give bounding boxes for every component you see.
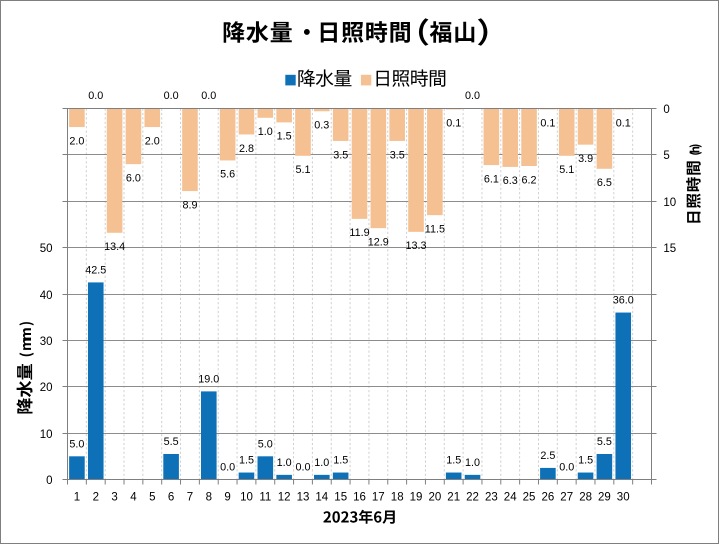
- svg-text:20: 20: [429, 492, 442, 504]
- svg-text:0.1: 0.1: [540, 118, 555, 130]
- svg-text:1.5: 1.5: [578, 455, 593, 467]
- svg-text:0.3: 0.3: [314, 120, 329, 132]
- svg-text:3: 3: [111, 492, 117, 504]
- svg-text:11.9: 11.9: [349, 227, 369, 239]
- svg-text:9: 9: [224, 492, 230, 504]
- svg-text:5.1: 5.1: [559, 164, 574, 176]
- svg-text:23: 23: [485, 492, 498, 504]
- svg-text:4: 4: [130, 492, 137, 504]
- svg-text:10: 10: [663, 197, 676, 209]
- svg-text:3.9: 3.9: [578, 153, 593, 165]
- svg-text:1.5: 1.5: [333, 455, 348, 467]
- svg-text:20: 20: [40, 382, 53, 394]
- svg-text:5: 5: [663, 150, 669, 162]
- svg-text:5.5: 5.5: [597, 436, 612, 448]
- svg-text:0.0: 0.0: [88, 90, 103, 102]
- svg-text:17: 17: [372, 492, 385, 504]
- svg-text:50: 50: [40, 243, 53, 255]
- svg-text:13.3: 13.3: [405, 240, 426, 252]
- svg-text:6.1: 6.1: [484, 173, 499, 185]
- svg-text:2.0: 2.0: [145, 135, 160, 147]
- svg-text:8.9: 8.9: [182, 199, 197, 211]
- svg-text:1.5: 1.5: [446, 455, 461, 467]
- svg-text:0.0: 0.0: [465, 90, 480, 102]
- svg-text:2.0: 2.0: [69, 135, 84, 147]
- svg-text:10: 10: [240, 492, 253, 504]
- svg-text:11: 11: [259, 492, 271, 504]
- svg-text:1.5: 1.5: [277, 131, 292, 143]
- svg-text:1: 1: [74, 492, 80, 504]
- svg-text:19: 19: [410, 492, 423, 504]
- svg-text:18: 18: [391, 492, 404, 504]
- svg-text:16: 16: [353, 492, 366, 504]
- svg-text:6.0: 6.0: [126, 173, 141, 185]
- svg-text:2: 2: [93, 492, 99, 504]
- svg-text:10: 10: [40, 429, 53, 441]
- svg-text:3.5: 3.5: [333, 149, 348, 161]
- svg-text:1.0: 1.0: [277, 457, 292, 469]
- svg-text:5.0: 5.0: [69, 438, 84, 450]
- svg-text:1.0: 1.0: [258, 126, 273, 138]
- svg-text:0.0: 0.0: [164, 90, 179, 102]
- svg-text:3.5: 3.5: [390, 149, 405, 161]
- svg-text:6.5: 6.5: [597, 177, 612, 189]
- svg-text:1.0: 1.0: [465, 457, 480, 469]
- svg-text:22: 22: [466, 492, 479, 504]
- svg-text:28: 28: [579, 492, 592, 504]
- svg-text:2.8: 2.8: [239, 143, 254, 155]
- svg-text:5: 5: [149, 492, 155, 504]
- svg-text:0.0: 0.0: [559, 462, 574, 474]
- svg-text:13.4: 13.4: [104, 241, 125, 253]
- svg-text:42.5: 42.5: [85, 264, 106, 276]
- svg-text:8: 8: [206, 492, 212, 504]
- svg-text:11.5: 11.5: [425, 224, 445, 236]
- svg-text:1.5: 1.5: [239, 455, 254, 467]
- svg-text:0.0: 0.0: [295, 462, 310, 474]
- svg-text:0: 0: [46, 475, 52, 487]
- svg-text:12: 12: [278, 492, 291, 504]
- svg-text:21: 21: [447, 492, 460, 504]
- svg-text:0.0: 0.0: [201, 90, 216, 102]
- svg-text:15: 15: [663, 243, 676, 255]
- svg-text:6: 6: [168, 492, 174, 504]
- svg-text:7: 7: [187, 492, 193, 504]
- svg-text:0.1: 0.1: [446, 118, 461, 130]
- svg-text:40: 40: [40, 290, 53, 302]
- svg-text:5.1: 5.1: [295, 164, 310, 176]
- svg-text:26: 26: [542, 492, 555, 504]
- svg-text:6.2: 6.2: [521, 174, 536, 186]
- svg-text:25: 25: [523, 492, 536, 504]
- svg-text:5.6: 5.6: [220, 169, 235, 181]
- svg-text:5.5: 5.5: [164, 436, 179, 448]
- svg-text:2.5: 2.5: [540, 450, 555, 462]
- svg-text:0: 0: [663, 104, 669, 116]
- svg-text:36.0: 36.0: [613, 295, 634, 307]
- svg-text:19.0: 19.0: [198, 373, 219, 385]
- svg-text:0.0: 0.0: [220, 462, 235, 474]
- svg-text:15: 15: [334, 492, 347, 504]
- svg-text:6.3: 6.3: [503, 175, 518, 187]
- svg-text:29: 29: [598, 492, 611, 504]
- svg-text:0.1: 0.1: [616, 118, 631, 130]
- svg-text:13: 13: [297, 492, 310, 504]
- svg-text:27: 27: [560, 492, 573, 504]
- svg-text:12.9: 12.9: [368, 236, 389, 248]
- svg-text:30: 30: [40, 336, 53, 348]
- svg-text:30: 30: [617, 492, 630, 504]
- svg-text:1.0: 1.0: [314, 457, 329, 469]
- svg-text:14: 14: [315, 492, 328, 504]
- svg-text:24: 24: [504, 492, 517, 504]
- svg-text:5.0: 5.0: [258, 438, 273, 450]
